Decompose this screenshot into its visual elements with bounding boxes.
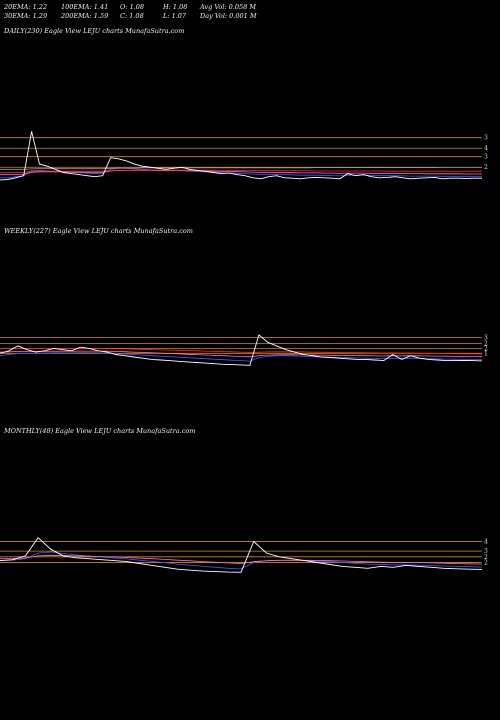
level-label: 4 — [484, 539, 488, 546]
ema20-label: 20EMA: 1.22 — [4, 3, 48, 11]
monthly-chart-title: MONTHLY(48) Eagle View LEJU charts Munaf… — [4, 427, 196, 435]
ema-line-pink — [0, 350, 483, 358]
level-label: 3 — [484, 154, 488, 161]
level-label: 2 — [484, 345, 488, 352]
level-label: 1 — [484, 350, 488, 357]
level-label: 2 — [484, 560, 488, 567]
open-label: O: 1.08 — [120, 3, 145, 11]
ema100-label: 100EMA: 1.41 — [61, 3, 109, 11]
ema-line-pink — [0, 554, 483, 565]
ema-line-red — [0, 348, 483, 355]
weekly-chart-title: WEEKLY(227) Eagle View LEJU charts Munaf… — [4, 227, 193, 235]
price-line — [0, 537, 483, 573]
ema30-label: 30EMA: 1.29 — [4, 12, 48, 20]
ema-line-pink — [0, 170, 482, 175]
level-label: 3 — [484, 135, 488, 142]
ema200-label: 200EMA: 1.59 — [61, 12, 109, 20]
low-label: L: 1.07 — [163, 12, 187, 20]
daily-chart: 3 4 3 2 — [0, 131, 488, 181]
close-label: C: 1.08 — [120, 12, 144, 20]
ema-line-grey — [0, 167, 482, 170]
avg-vol-label: Avg Vol: 0.058 M — [200, 3, 257, 11]
high-label: H: 1.08 — [163, 3, 188, 11]
ema-line-red — [0, 169, 482, 173]
level-label: 2 — [484, 340, 488, 347]
level-label: 2 — [484, 164, 488, 171]
price-line — [0, 334, 483, 366]
level-label: 4 — [484, 145, 488, 152]
price-line — [0, 131, 482, 181]
ema-line-blue — [0, 352, 483, 362]
day-vol-label: Day Vol: 0.001 M — [200, 12, 257, 20]
level-label: 2 — [484, 554, 488, 561]
ema-line-blue — [0, 167, 482, 179]
daily-chart-title: DAILY(230) Eagle View LEJU charts Munafa… — [4, 27, 185, 35]
level-label: 3 — [484, 334, 488, 341]
level-label: 3 — [484, 548, 488, 555]
ema-line-blue — [0, 551, 483, 570]
